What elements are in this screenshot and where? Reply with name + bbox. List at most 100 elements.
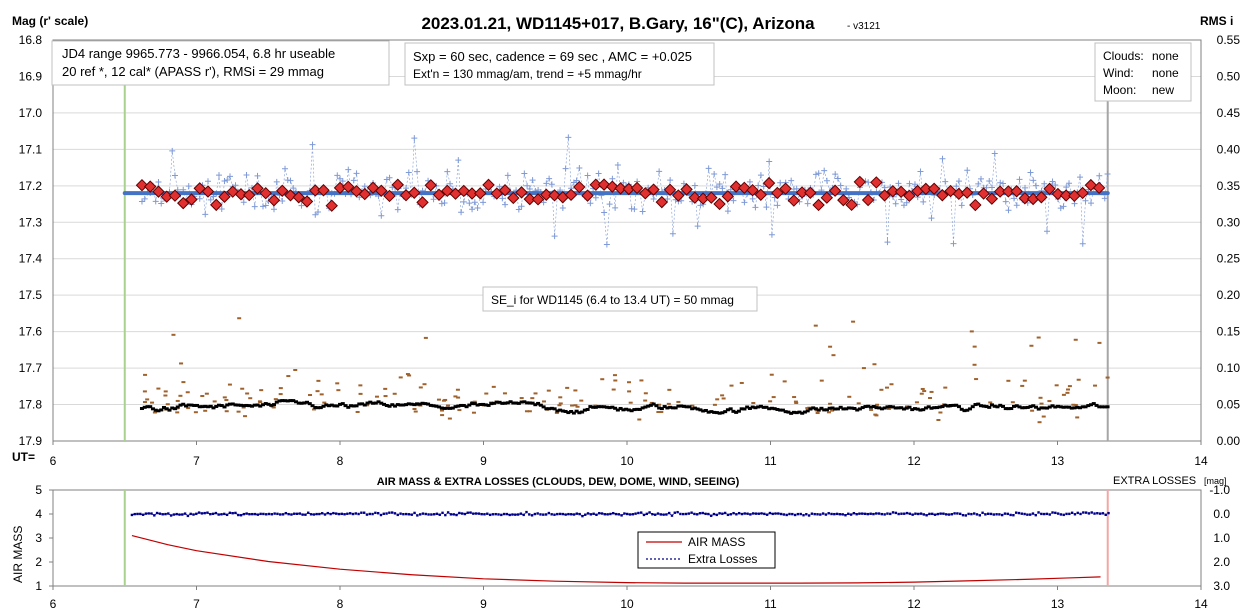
bottom-y-ticks-left: 5 4 3 2 1 — [35, 483, 53, 593]
raw-point — [1011, 195, 1017, 202]
extra-losses-point — [203, 511, 206, 515]
rms-point-alt — [974, 378, 979, 381]
rms-point — [640, 406, 645, 410]
raw-point — [1096, 172, 1103, 179]
extra-losses-point — [903, 512, 906, 515]
binned-point — [853, 175, 867, 189]
raw-point — [529, 177, 536, 184]
extra-losses-point — [891, 511, 895, 514]
raw-point — [788, 177, 795, 184]
rms-point-alt — [530, 397, 535, 400]
raw-point — [650, 196, 657, 203]
extra-losses-point — [281, 513, 285, 516]
extra-losses-point — [1065, 512, 1068, 516]
rms-point — [915, 407, 920, 411]
rms-point — [585, 407, 590, 411]
extra-losses-point — [544, 513, 548, 516]
rms-point-alt — [203, 409, 208, 412]
rms-point — [252, 403, 257, 407]
rms-point — [1045, 406, 1050, 410]
rms-point — [1050, 404, 1055, 408]
x-tick-label: 6 — [50, 454, 57, 468]
rms-point — [516, 401, 521, 405]
y-tick-left-label: 17.8 — [19, 398, 43, 412]
x-tick-label: 14 — [1194, 454, 1208, 468]
rms-point — [604, 405, 609, 409]
annotation-box-exposure: Sxp = 60 sec, cadence = 69 sec , AMC = +… — [404, 42, 715, 86]
extra-losses-point — [220, 513, 223, 516]
x-tick-label: 10 — [620, 454, 634, 468]
extra-losses-point — [242, 512, 246, 516]
rms-point — [679, 404, 684, 408]
rms-point-alt — [445, 404, 450, 407]
annotation-box-jd: JD4 range 9965.773 - 9966.054, 6.8 hr us… — [51, 40, 390, 86]
rms-point — [514, 401, 519, 405]
raw-point — [540, 199, 547, 206]
extra-losses-point — [483, 513, 486, 516]
rms-point-alt — [943, 386, 948, 389]
extra-losses-point — [931, 512, 934, 516]
extra-losses-point — [567, 512, 570, 516]
binned-point — [589, 178, 602, 191]
extra-losses-point — [500, 513, 503, 517]
extra-losses-point — [318, 512, 321, 516]
rms-point — [758, 404, 763, 408]
rms-point — [508, 400, 513, 404]
raw-point — [724, 208, 731, 215]
rms-point-alt — [1022, 379, 1027, 382]
raw-point — [713, 184, 720, 191]
rms-point — [736, 409, 741, 413]
extra-losses-point — [427, 513, 430, 516]
extra-losses-point — [900, 512, 903, 515]
rms-point-alt — [792, 396, 797, 399]
extra-losses-point — [570, 513, 573, 516]
raw-point — [339, 178, 346, 185]
raw-point — [958, 202, 965, 209]
raw-point — [171, 172, 178, 179]
rms-point — [552, 407, 557, 411]
rms-point — [1047, 405, 1052, 409]
raw-point — [711, 170, 718, 177]
rms-point-alt — [676, 400, 681, 403]
rms-point — [530, 401, 535, 405]
rms-point-alt — [236, 410, 241, 413]
binned-point — [375, 184, 388, 197]
extra-losses-point — [726, 513, 730, 517]
raw-point — [543, 180, 550, 187]
binned-point — [795, 186, 809, 199]
extra-losses-point — [788, 512, 791, 516]
rms-point — [723, 410, 728, 414]
rms-point — [577, 411, 582, 415]
rms-point — [764, 405, 769, 409]
rms-point — [409, 402, 414, 406]
rms-point — [305, 400, 310, 404]
extra-losses-point — [637, 511, 640, 515]
raw-point — [471, 199, 478, 206]
rms-point — [701, 409, 706, 413]
extra-losses-point — [631, 513, 635, 516]
rms-point — [654, 404, 659, 408]
extra-losses-point — [315, 512, 318, 516]
extra-losses-point — [267, 512, 271, 516]
rms-point-alt — [565, 386, 570, 389]
binned-point — [639, 187, 652, 200]
rms-point-alt — [152, 411, 157, 414]
raw-point — [169, 147, 176, 154]
rms-point-alt — [398, 376, 403, 379]
rms-point — [1061, 405, 1066, 409]
rms-point — [706, 410, 711, 414]
extra-losses-point — [653, 513, 657, 516]
raw-point — [526, 186, 533, 193]
extra-losses-point — [659, 513, 662, 516]
rms-point — [676, 404, 681, 408]
extra-losses-series — [130, 510, 1110, 518]
extra-losses-point — [869, 512, 872, 515]
raw-point — [766, 158, 773, 165]
rms-point — [167, 408, 172, 412]
extra-losses-point — [861, 512, 864, 515]
rms-point-alt — [988, 401, 993, 404]
rms-point — [800, 411, 805, 415]
binned-point — [960, 186, 974, 199]
raw-point — [614, 161, 621, 168]
extra-losses-point — [595, 513, 598, 517]
